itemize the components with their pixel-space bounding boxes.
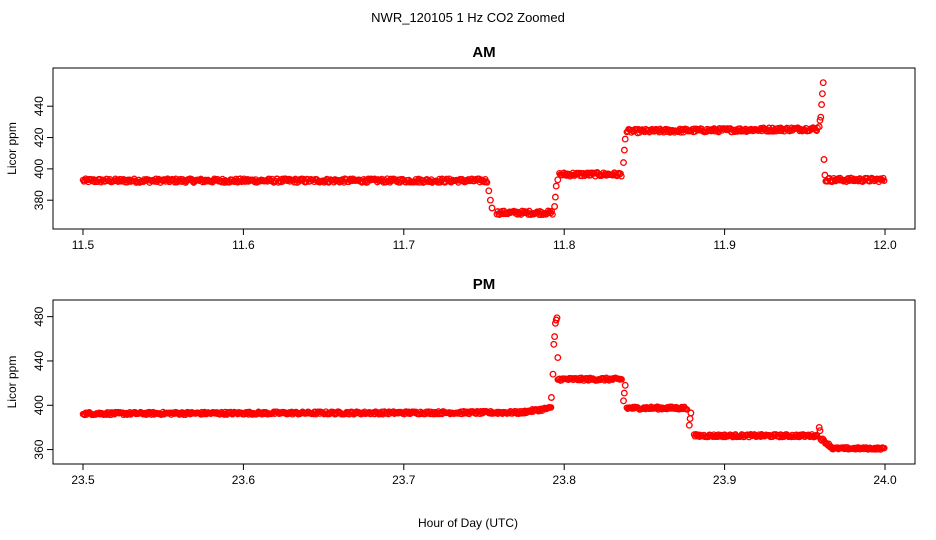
data-point xyxy=(618,173,625,180)
data-point xyxy=(486,196,494,204)
data-point xyxy=(620,397,627,405)
y-tick-label: 440 xyxy=(32,351,46,371)
data-point xyxy=(620,389,628,397)
pm-points xyxy=(79,314,888,453)
data-point xyxy=(211,175,218,182)
data-point xyxy=(820,156,828,163)
x-tick-label: 23.8 xyxy=(553,473,577,487)
data-point xyxy=(821,171,829,179)
pm-y-axis-label: Licor ppm xyxy=(5,356,19,409)
data-point xyxy=(618,376,625,383)
data-point xyxy=(881,444,888,452)
x-tick-label: 23.7 xyxy=(392,473,416,487)
pm-panel: PM 23.5 23.6 23.7 23.8 23.9 24.0 360 400 440 480… xyxy=(5,276,916,487)
pm-y-axis: 360 400 440 480 xyxy=(32,306,54,460)
x-tick-label: 23.5 xyxy=(71,473,95,487)
x-tick-label: 24.0 xyxy=(873,473,897,487)
data-point xyxy=(819,79,827,87)
am-y-axis-label: Licor ppm xyxy=(5,122,19,175)
data-point xyxy=(683,406,691,413)
data-point xyxy=(553,314,561,322)
data-point xyxy=(816,116,824,124)
pm-panel-title: PM xyxy=(473,276,496,293)
x-tick-label: 11.9 xyxy=(713,238,736,252)
data-point xyxy=(550,340,558,348)
data-point xyxy=(685,421,693,429)
data-point xyxy=(554,176,562,184)
data-point xyxy=(549,211,556,218)
y-tick-label: 440 xyxy=(32,96,46,116)
x-tick-label: 11.7 xyxy=(393,238,416,252)
data-point xyxy=(548,207,555,215)
x-tick-label: 12.0 xyxy=(873,238,897,252)
data-point xyxy=(880,177,888,184)
data-point xyxy=(621,381,629,389)
data-point xyxy=(686,415,694,423)
data-point xyxy=(547,394,555,401)
data-point xyxy=(818,101,826,109)
data-point xyxy=(552,182,560,190)
data-point xyxy=(621,135,629,143)
x-axis-label: Hour of Day (UTC) xyxy=(418,516,518,530)
x-tick-label: 11.5 xyxy=(72,238,95,252)
data-point xyxy=(551,333,559,341)
data-point xyxy=(482,178,490,185)
am-panel-title: AM xyxy=(472,44,495,61)
data-point xyxy=(815,123,823,131)
pm-x-axis: 23.5 23.6 23.7 23.8 23.9 24.0 xyxy=(71,463,897,487)
data-point xyxy=(815,423,823,431)
data-point xyxy=(551,193,559,201)
data-point xyxy=(485,187,493,195)
data-point xyxy=(551,203,559,210)
data-point xyxy=(488,204,496,212)
data-point xyxy=(817,113,825,121)
data-point xyxy=(549,370,557,378)
data-point xyxy=(687,409,695,417)
am-plot-frame xyxy=(52,67,916,230)
data-point xyxy=(483,179,491,186)
y-tick-label: 400 xyxy=(32,395,46,415)
am-points xyxy=(79,79,888,218)
x-tick-label: 11.6 xyxy=(232,238,255,252)
x-tick-label: 23.9 xyxy=(713,473,737,487)
data-point xyxy=(814,124,821,132)
x-tick-label: 11.8 xyxy=(553,238,576,252)
data-point xyxy=(813,431,820,439)
y-tick-label: 480 xyxy=(32,306,46,326)
y-tick-label: 400 xyxy=(32,159,46,179)
data-point xyxy=(816,427,824,435)
y-tick-label: 420 xyxy=(32,127,46,147)
am-y-axis: 380 400 420 440 xyxy=(32,96,54,210)
x-tick-label: 23.6 xyxy=(232,473,256,487)
y-tick-label: 360 xyxy=(32,439,46,459)
data-point xyxy=(620,159,627,167)
figure-title: NWR_120105 1 Hz CO2 Zoomed xyxy=(371,10,565,25)
data-point xyxy=(554,354,562,362)
am-x-axis: 11.5 11.6 11.7 11.8 11.9 12.0 xyxy=(72,228,897,252)
data-point xyxy=(814,432,821,440)
data-point xyxy=(620,146,628,154)
data-point xyxy=(617,170,624,177)
data-point xyxy=(547,404,555,411)
y-tick-label: 380 xyxy=(32,190,46,210)
am-panel: AM 11.5 11.6 11.7 11.8 11.9 12.0 380 400 420 440… xyxy=(5,44,916,252)
data-point xyxy=(818,90,826,98)
